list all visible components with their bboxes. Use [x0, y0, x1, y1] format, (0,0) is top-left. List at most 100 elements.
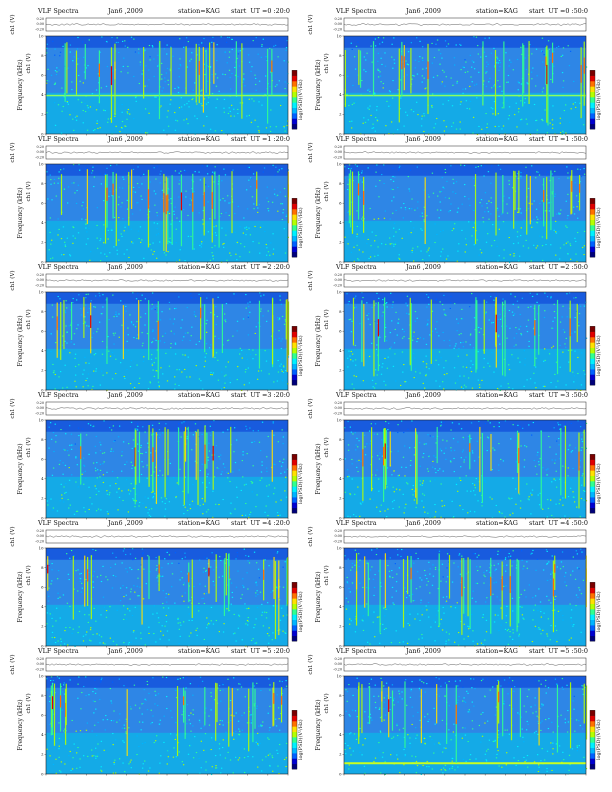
- heatmap-cell: [416, 340, 418, 343]
- heatmap-cell: [385, 340, 388, 342]
- heatmap-cell: [69, 114, 71, 116]
- heatmap-cell: [145, 451, 147, 453]
- heatmap-cell: [138, 382, 140, 384]
- heatmap-cell: [103, 200, 105, 202]
- heatmap-cell: [113, 246, 115, 248]
- heatmap-cell: [440, 516, 442, 518]
- heatmap-cell: [46, 80, 48, 82]
- heatmap-cell: [384, 210, 387, 212]
- heatmap-cell: [181, 577, 183, 579]
- colorbar-swatch: [292, 459, 297, 466]
- heatmap-cell: [118, 196, 120, 198]
- waveform-tick-label: 0.00: [36, 150, 44, 154]
- heatmap-cell: [93, 370, 95, 372]
- heatmap-cell: [208, 623, 211, 625]
- heatmap-cell: [121, 111, 123, 113]
- heatmap-cell: [503, 195, 505, 197]
- heatmap-cell: [526, 483, 528, 485]
- heatmap-cell: [567, 45, 569, 47]
- heatmap-sferic-peak: [382, 446, 385, 466]
- heatmap-cell: [493, 371, 495, 373]
- heatmap-cell: [145, 132, 147, 134]
- heatmap-cell: [130, 228, 132, 230]
- heatmap-cell: [98, 292, 100, 294]
- heatmap-cell: [187, 356, 189, 358]
- ch1-axis-label: ch1 (V): [9, 526, 16, 546]
- heatmap-cell: [54, 641, 57, 644]
- heatmap-cell: [188, 619, 190, 621]
- heatmap-cell: [46, 500, 49, 502]
- heatmap-cell: [579, 102, 581, 104]
- heatmap-cell: [356, 236, 358, 238]
- heatmap-cell: [224, 73, 226, 76]
- heatmap-cell: [115, 358, 117, 360]
- heatmap-cell: [72, 628, 74, 630]
- heatmap-cell: [355, 449, 357, 451]
- heatmap-cell: [455, 128, 458, 130]
- heatmap-cell: [281, 429, 283, 431]
- heatmap-cell: [382, 82, 385, 85]
- heatmap-sferic: [195, 43, 197, 103]
- heatmap-cell: [280, 369, 283, 371]
- heatmap-cell: [550, 244, 552, 246]
- heatmap-cell: [473, 36, 475, 38]
- heatmap-sferic: [141, 557, 143, 625]
- y-tick-label: 8: [41, 181, 44, 186]
- heatmap-cell: [433, 619, 435, 621]
- heatmap-cell: [55, 441, 57, 443]
- heatmap-cell: [124, 45, 126, 47]
- heatmap-cell: [235, 558, 237, 560]
- heatmap-cell: [542, 87, 545, 89]
- heatmap-cell: [488, 218, 490, 220]
- heatmap-cell: [354, 432, 356, 434]
- heatmap-cell: [228, 69, 231, 71]
- heatmap-cell: [266, 197, 268, 199]
- heatmap-cell: [215, 352, 218, 354]
- heatmap-sferic: [64, 43, 66, 102]
- heatmap-cell: [84, 614, 86, 616]
- heatmap-cell: [508, 309, 511, 312]
- heatmap-cell: [393, 499, 395, 501]
- heatmap-cell: [266, 247, 268, 249]
- heatmap-cell: [224, 319, 226, 321]
- heatmap-cell: [192, 434, 195, 436]
- heatmap-sferic: [157, 301, 159, 379]
- heatmap-cell: [202, 597, 205, 599]
- heatmap-cell: [425, 373, 427, 375]
- heatmap-cell: [378, 616, 380, 618]
- heatmap-cell: [121, 455, 123, 457]
- heatmap-cell: [499, 66, 501, 68]
- colorbar-swatch: [292, 198, 297, 204]
- heatmap-cell: [498, 255, 500, 257]
- heatmap-cell: [450, 165, 452, 167]
- panel-station: station=KAG: [476, 263, 518, 271]
- heatmap-cell: [482, 217, 484, 219]
- heatmap-cell: [279, 619, 282, 621]
- heatmap-cell: [165, 254, 167, 256]
- heatmap-cell: [464, 59, 466, 61]
- heatmap-cell: [203, 638, 206, 641]
- heatmap-cell: [468, 108, 471, 110]
- heatmap-cell: [243, 217, 245, 219]
- heatmap-cell: [77, 36, 79, 39]
- heatmap-cell: [81, 473, 83, 475]
- heatmap-cell: [124, 226, 126, 228]
- heatmap-cell: [512, 356, 514, 358]
- heatmap-cell: [214, 559, 216, 562]
- heatmap-cell: [524, 102, 526, 104]
- heatmap-cell: [96, 224, 98, 227]
- heatmap-cell: [380, 373, 383, 375]
- heatmap-cell: [205, 352, 208, 355]
- heatmap-cell: [149, 381, 151, 383]
- heatmap-cell: [46, 82, 48, 84]
- heatmap-cell: [565, 384, 567, 386]
- heatmap-cell: [165, 621, 168, 623]
- colorbar-swatch: [590, 454, 595, 460]
- heatmap-cell: [264, 559, 266, 561]
- heatmap-cell: [514, 296, 516, 298]
- heatmap-lowband: [344, 348, 586, 390]
- panel-start-prefix: start UT: [231, 135, 260, 143]
- heatmap-cell: [60, 429, 62, 431]
- heatmap-cell: [555, 361, 558, 363]
- heatmap-cell: [219, 556, 221, 558]
